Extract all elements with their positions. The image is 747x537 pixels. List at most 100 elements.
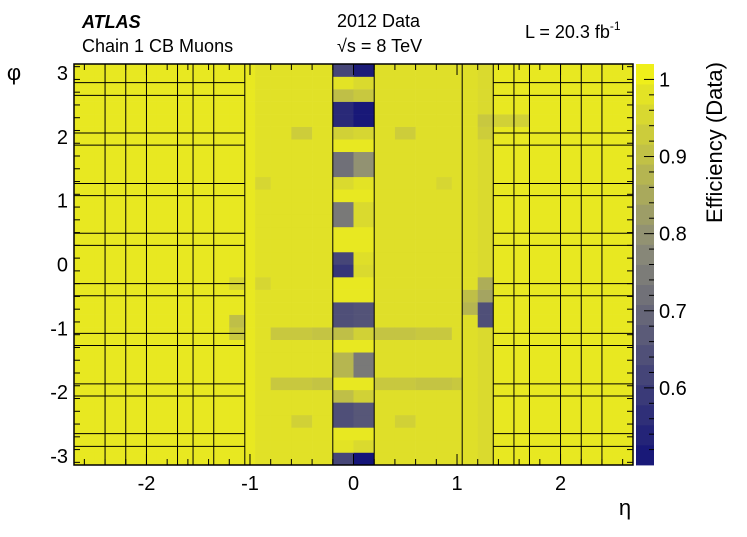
heatmap-cell [550,339,561,353]
heatmap-cell [270,251,292,265]
heatmap-cell [436,101,453,115]
heatmap-cell [270,452,292,466]
heatmap-cell [332,402,354,416]
heatmap-cell [529,214,551,228]
heatmap-cell [156,452,178,466]
heatmap-cell [560,201,582,215]
heatmap-cell [560,302,582,315]
heatmap-cell [353,289,375,303]
heatmap-cell [550,114,561,127]
heatmap-cell [156,352,178,366]
heatmap-cell [493,452,515,466]
heatmap-cell [291,164,313,178]
heatmap-cell [353,277,375,290]
heatmap-cell [312,201,334,215]
heatmap-cell [270,339,292,353]
heatmap-cell [270,226,292,240]
heatmap-cell [477,302,494,315]
heatmap-cell [436,114,453,127]
heatmap-cell [270,427,292,441]
heatmap-cell [353,239,375,253]
y-tick-label: -1 [50,318,68,340]
heatmap-cell [105,214,127,228]
heatmap-cell [374,414,396,428]
heatmap-cell [229,239,246,253]
heatmap-cell [374,264,396,278]
heatmap-cell [213,414,230,428]
heatmap-cell [560,164,582,178]
y-tick-label: 3 [57,63,68,85]
heatmap-cell [255,189,271,203]
heatmap-cell [560,64,582,77]
heatmap-cell [312,427,334,441]
heatmap-cell [255,126,271,140]
heatmap-cell [291,226,313,240]
heatmap-cell [229,114,246,127]
heatmap-cell [529,239,551,253]
heatmap-cell [156,364,178,378]
heatmap-cell [415,201,437,215]
heatmap-cell [462,126,479,140]
heatmap-cell [244,302,256,315]
heatmap-cell [462,101,479,115]
heatmap-cell [513,314,530,328]
heatmap-cell [436,164,453,178]
heatmap-cell [451,189,463,203]
heatmap-cell [513,214,530,228]
heatmap-cell [462,114,479,127]
heatmap-cell [177,339,194,353]
heatmap-cell [94,452,106,466]
heatmap-cell [312,364,334,378]
heatmap-cell [125,264,147,278]
heatmap-cell [550,402,561,416]
heatmap-cell [477,327,494,340]
heatmap-cell [601,339,613,353]
heatmap-cell [291,214,313,228]
heatmap-cell [462,201,479,215]
x-axis-label: η [619,495,631,520]
heatmap-cell [105,101,127,115]
heatmap-cell [156,114,178,127]
heatmap-cell [312,114,334,127]
heatmap-cell [374,377,396,391]
heatmap-cell [146,314,158,328]
heatmap-cell [477,114,494,127]
heatmap-cell [513,101,530,115]
heatmap-cell [436,251,453,265]
heatmap-cell [477,264,494,278]
heatmap-cell [550,314,561,328]
heatmap-cell [105,302,127,315]
heatmap-cell [94,352,106,366]
heatmap-cell [244,277,256,290]
heatmap-cell [332,114,354,127]
heatmap-cell [415,64,437,77]
heatmap-cell [193,302,215,315]
heatmap-cell [581,314,603,328]
heatmap-cell [394,377,416,391]
heatmap-cell [493,101,515,115]
heatmap-cell [255,264,271,278]
heatmap-cell [255,76,271,90]
heatmap-cell [374,277,396,290]
heatmap-cell [156,402,178,416]
heatmap-cell [477,214,494,228]
heatmap-cell [244,214,256,228]
heatmap-cell [125,352,147,366]
heatmap-cell [255,327,271,340]
heatmap-cell [436,139,453,153]
heatmap-cell [477,377,494,391]
heatmap-cell [74,302,96,315]
heatmap-cell [560,151,582,165]
heatmap-cell [291,264,313,278]
heatmap-cell [436,176,453,190]
heatmap-cell [462,76,479,90]
heatmap-cell [451,314,463,328]
heatmap-cell [146,164,158,178]
color-scale-step [636,244,654,265]
heatmap-cell [451,239,463,253]
heatmap-cell [612,64,634,77]
heatmap-cell [312,139,334,153]
heatmap-cell [581,214,603,228]
heatmap-cell [451,377,463,391]
heatmap-cell [462,352,479,366]
